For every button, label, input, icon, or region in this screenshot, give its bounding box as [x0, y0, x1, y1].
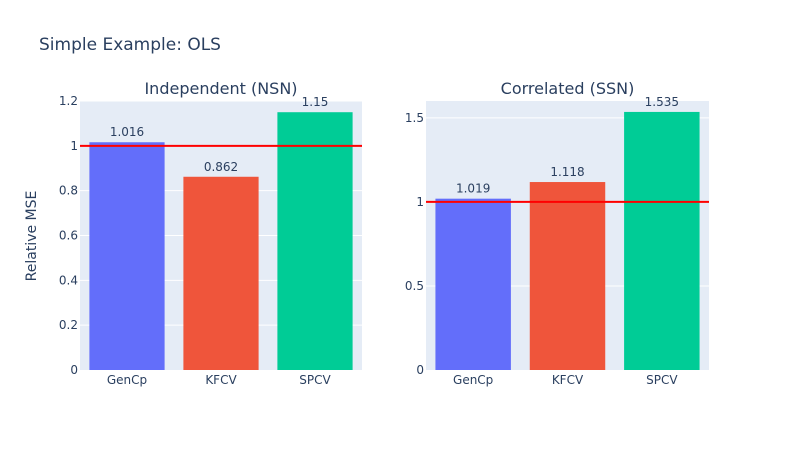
bar-gencp[interactable]: [435, 198, 511, 370]
y-axis-label: Relative MSE: [24, 191, 40, 282]
x-tick-label: SPCV: [646, 373, 678, 387]
data-label: 1.15: [302, 95, 329, 109]
y-tick-label: 0.8: [59, 184, 78, 198]
y-tick-label: 0.2: [59, 318, 78, 332]
bar-spcv[interactable]: [277, 112, 353, 370]
data-label: 1.016: [110, 125, 144, 139]
y-tick-label: 1: [416, 195, 424, 209]
bar-gencp[interactable]: [89, 142, 165, 370]
y-tick-label: 0.6: [59, 229, 78, 243]
x-tick-label: GenCp: [453, 373, 493, 387]
panel-correlated: 0 0.5 1 1.5 1.019 GenCp 1.118 KFCV 1.535 SPCV Corr…: [405, 79, 709, 387]
panel-independent: 0 0.2 0.4 0.6 0.8 1 1.2 1.016 GenCp 0.862 KFCV 1.15…: [59, 79, 362, 387]
y-tick-label: 0.4: [59, 273, 78, 287]
bar-kfcv[interactable]: [183, 176, 259, 370]
subplot-title-independent: Independent (NSN): [144, 79, 297, 98]
chart-title: Simple Example: OLS: [39, 35, 221, 55]
y-tick-label: 1: [70, 139, 78, 153]
data-label: 1.019: [456, 182, 490, 196]
x-tick-label: KFCV: [552, 373, 584, 387]
y-tick-label: 1.2: [59, 94, 78, 108]
y-tick-label: 0: [70, 363, 78, 377]
data-label: 0.862: [204, 160, 238, 174]
data-label: 1.118: [550, 165, 584, 179]
x-tick-label: KFCV: [205, 373, 237, 387]
data-label: 1.535: [645, 95, 679, 109]
bar-kfcv[interactable]: [529, 182, 606, 370]
y-tick-label: 1.5: [405, 111, 424, 125]
y-tick-label: 0.5: [405, 279, 424, 293]
bar-spcv[interactable]: [624, 111, 700, 370]
subplot-title-correlated: Correlated (SSN): [501, 79, 635, 98]
y-tick-label: 0: [416, 363, 424, 377]
x-tick-label: GenCp: [107, 373, 147, 387]
x-tick-label: SPCV: [299, 373, 331, 387]
